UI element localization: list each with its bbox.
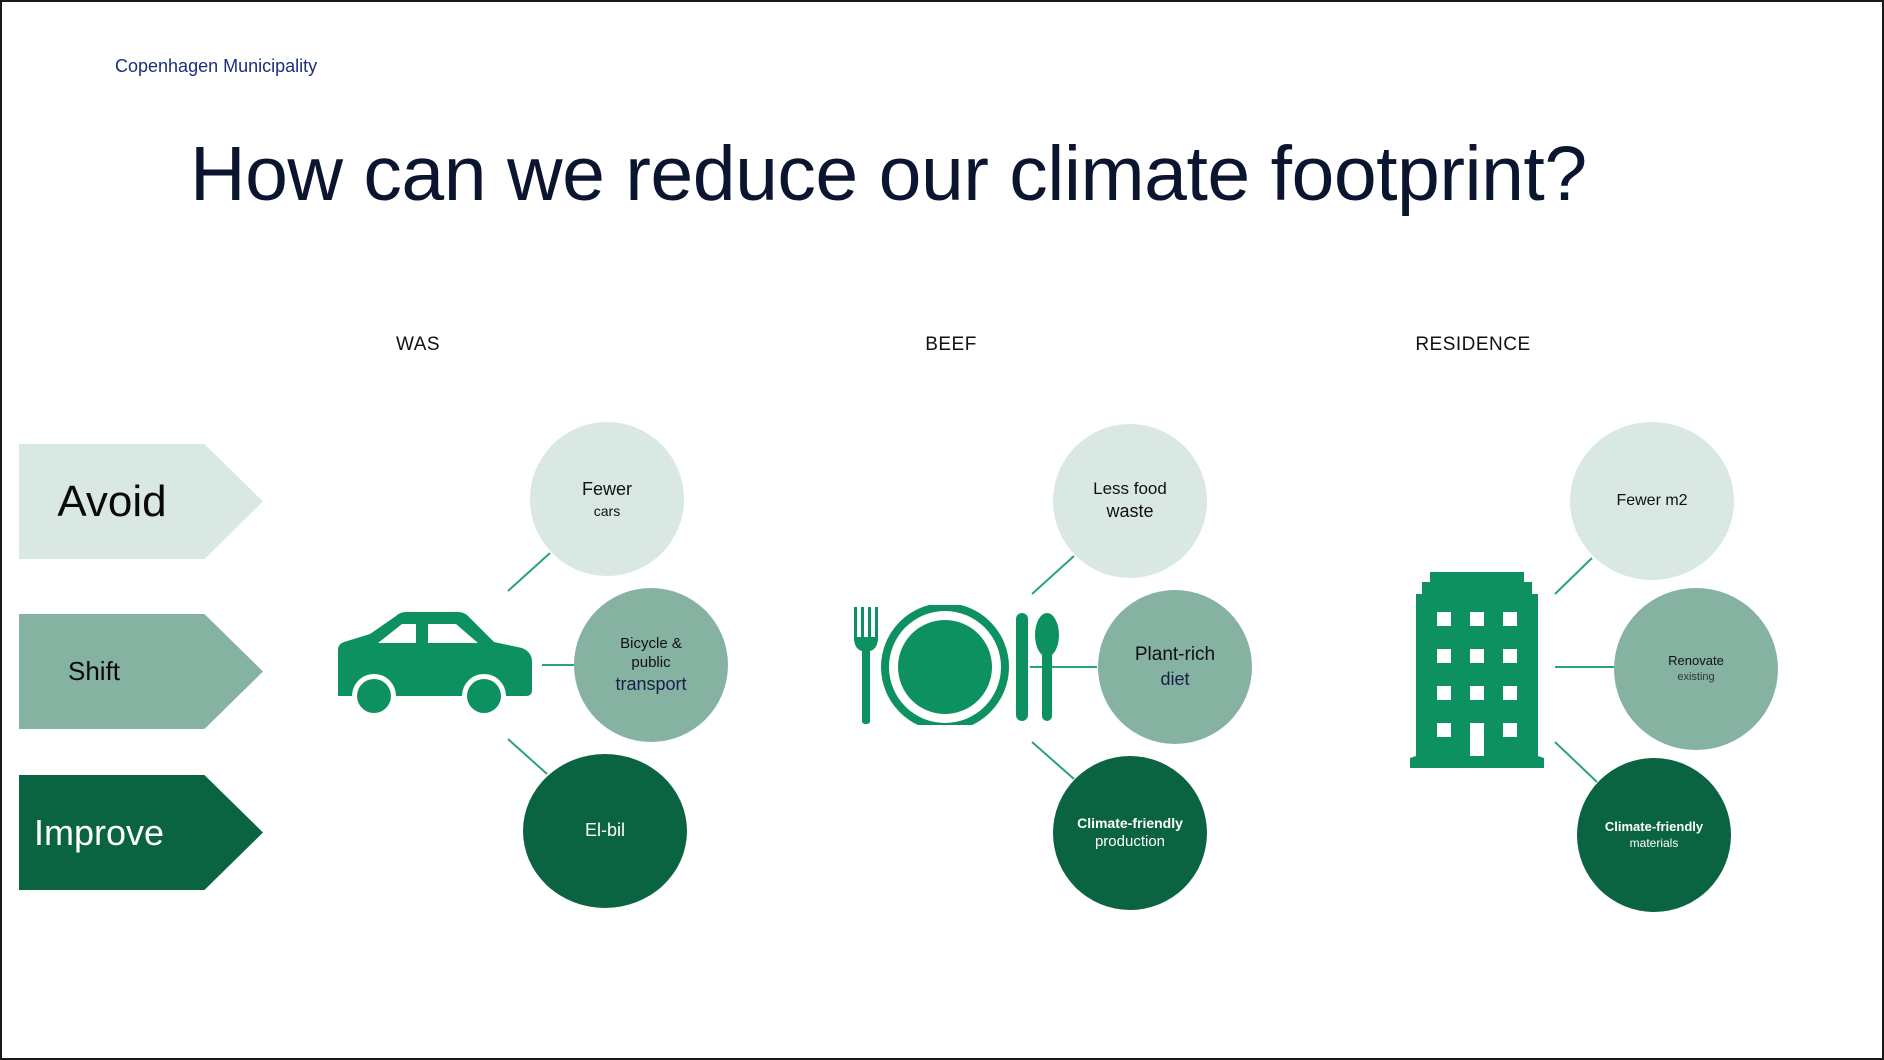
circle-beef-shift: Plant-rich diet — [1098, 590, 1252, 744]
circle-residence-shift: Renovate existing — [1614, 588, 1778, 750]
connector-residence-improve — [1554, 741, 1598, 783]
circle-residence-avoid: Fewer m2 — [1570, 422, 1734, 580]
circle-residence-improve: Climate-friendly materials — [1577, 758, 1731, 912]
circle-text: Fewer — [581, 479, 632, 500]
row-arrow-shift: Shift — [19, 614, 263, 729]
connector-beef-avoid — [1031, 555, 1075, 595]
column-heading-was: WAS — [395, 334, 441, 355]
connector-was-improve — [507, 738, 548, 775]
building-icon — [1410, 572, 1544, 768]
circle-text: waste — [1106, 501, 1154, 522]
circle-text: Renovate — [1668, 653, 1724, 669]
circle-text: materials — [1629, 835, 1679, 850]
organization-label: Copenhagen Municipality — [115, 56, 318, 76]
circle-beef-improve: Climate-friendly production — [1053, 756, 1207, 910]
circle-text: existing — [1677, 671, 1715, 684]
circle-text: Climate-friendly — [1604, 818, 1704, 834]
column-heading-residence: RESIDENCE — [1415, 334, 1531, 355]
circle-text: Climate-friendly — [1077, 815, 1183, 832]
circle-text: El-bil — [584, 820, 625, 841]
circle-text: transport — [615, 673, 687, 694]
circle-text: public — [631, 654, 671, 672]
row-label-avoid: Avoid — [57, 476, 167, 526]
circle-was-avoid: Fewer cars — [530, 422, 684, 576]
circle-text: diet — [1160, 668, 1190, 689]
connector-residence-avoid — [1554, 557, 1593, 595]
circle-was-shift: Bicycle & public transport — [574, 588, 728, 742]
car-icon — [338, 612, 532, 718]
row-label-improve: Improve — [33, 811, 165, 853]
column-heading-beef: BEEF — [925, 334, 977, 355]
connector-was-avoid — [507, 552, 551, 592]
circle-beef-avoid: Less food waste — [1053, 424, 1207, 578]
connector-beef-improve — [1031, 741, 1075, 780]
circle-text: Plant-rich — [1134, 643, 1216, 665]
circle-text: production — [1094, 833, 1166, 851]
row-label-shift: Shift — [67, 656, 121, 686]
circle-was-improve: El-bil — [523, 754, 687, 908]
circle-text: Fewer m2 — [1616, 491, 1688, 509]
row-arrow-avoid: Avoid — [19, 444, 263, 559]
circle-text: cars — [593, 502, 621, 519]
circle-text: Less food — [1093, 479, 1167, 499]
slide-title: How can we reduce our climate footprint? — [190, 131, 1587, 217]
row-arrow-improve: Improve — [19, 775, 263, 890]
plate-cutlery-icon — [854, 605, 1059, 725]
circle-text: Bicycle & — [620, 634, 682, 652]
